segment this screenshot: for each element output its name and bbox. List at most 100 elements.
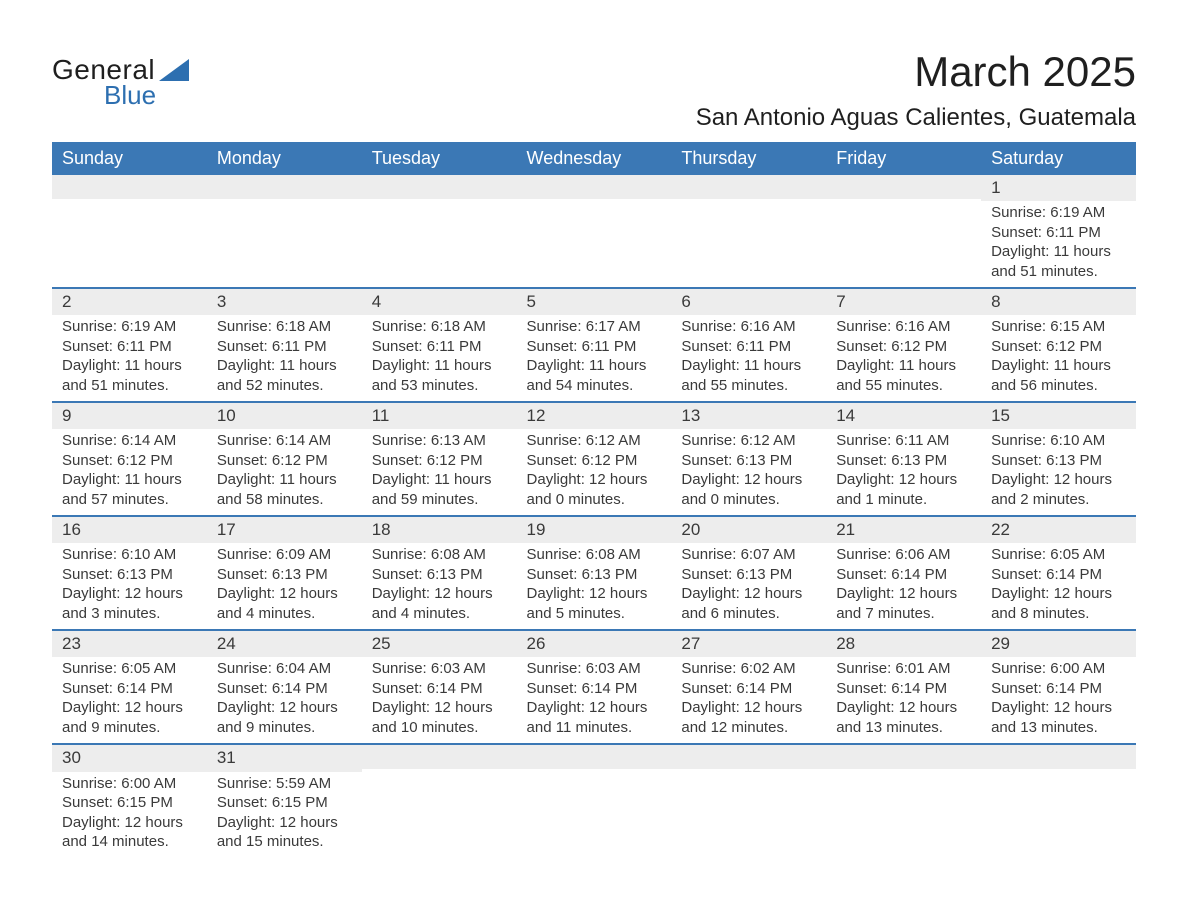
day-daylight1: Daylight: 12 hours xyxy=(527,584,662,604)
calendar-day-cell: 27Sunrise: 6:02 AMSunset: 6:14 PMDayligh… xyxy=(671,630,826,744)
calendar-day-cell xyxy=(517,175,672,288)
title-block: March 2025 San Antonio Aguas Calientes, … xyxy=(696,48,1136,132)
day-number: 22 xyxy=(981,517,1136,543)
calendar-day-cell: 22Sunrise: 6:05 AMSunset: 6:14 PMDayligh… xyxy=(981,516,1136,630)
day-details: Sunrise: 6:09 AMSunset: 6:13 PMDaylight:… xyxy=(207,543,362,629)
day-sunset: Sunset: 6:13 PM xyxy=(991,451,1126,471)
day-daylight1: Daylight: 12 hours xyxy=(991,584,1126,604)
calendar-day-cell: 25Sunrise: 6:03 AMSunset: 6:14 PMDayligh… xyxy=(362,630,517,744)
calendar-day-cell xyxy=(981,744,1136,857)
calendar-day-cell: 14Sunrise: 6:11 AMSunset: 6:13 PMDayligh… xyxy=(826,402,981,516)
day-daylight2: and 7 minutes. xyxy=(836,604,971,624)
day-daylight1: Daylight: 11 hours xyxy=(836,356,971,376)
day-number: 3 xyxy=(207,289,362,315)
day-details-empty xyxy=(671,199,826,275)
day-sunset: Sunset: 6:14 PM xyxy=(217,679,352,699)
day-daylight2: and 1 minute. xyxy=(836,490,971,510)
calendar-day-cell xyxy=(826,175,981,288)
calendar-day-cell: 19Sunrise: 6:08 AMSunset: 6:13 PMDayligh… xyxy=(517,516,672,630)
calendar-week-row: 30Sunrise: 6:00 AMSunset: 6:15 PMDayligh… xyxy=(52,744,1136,857)
day-details: Sunrise: 6:03 AMSunset: 6:14 PMDaylight:… xyxy=(517,657,672,743)
day-sunrise: Sunrise: 6:15 AM xyxy=(991,317,1126,337)
day-daylight1: Daylight: 11 hours xyxy=(991,356,1126,376)
brand-logo: General Blue xyxy=(52,48,189,111)
weekday-header: Tuesday xyxy=(362,142,517,175)
day-details: Sunrise: 6:00 AMSunset: 6:15 PMDaylight:… xyxy=(52,772,207,858)
day-details: Sunrise: 6:01 AMSunset: 6:14 PMDaylight:… xyxy=(826,657,981,743)
calendar-day-cell xyxy=(517,744,672,857)
day-details: Sunrise: 6:11 AMSunset: 6:13 PMDaylight:… xyxy=(826,429,981,515)
day-daylight1: Daylight: 12 hours xyxy=(372,584,507,604)
day-details: Sunrise: 6:18 AMSunset: 6:11 PMDaylight:… xyxy=(362,315,517,401)
day-details: Sunrise: 6:07 AMSunset: 6:13 PMDaylight:… xyxy=(671,543,826,629)
day-number: 13 xyxy=(671,403,826,429)
day-details-empty xyxy=(981,769,1136,845)
calendar-week-row: 2Sunrise: 6:19 AMSunset: 6:11 PMDaylight… xyxy=(52,288,1136,402)
day-sunset: Sunset: 6:13 PM xyxy=(836,451,971,471)
day-details: Sunrise: 6:10 AMSunset: 6:13 PMDaylight:… xyxy=(52,543,207,629)
day-number: 2 xyxy=(52,289,207,315)
day-details: Sunrise: 6:06 AMSunset: 6:14 PMDaylight:… xyxy=(826,543,981,629)
day-details: Sunrise: 6:15 AMSunset: 6:12 PMDaylight:… xyxy=(981,315,1136,401)
day-sunset: Sunset: 6:14 PM xyxy=(991,679,1126,699)
day-sunset: Sunset: 6:11 PM xyxy=(527,337,662,357)
day-sunset: Sunset: 6:12 PM xyxy=(62,451,197,471)
day-details: Sunrise: 6:16 AMSunset: 6:12 PMDaylight:… xyxy=(826,315,981,401)
day-daylight2: and 13 minutes. xyxy=(836,718,971,738)
day-details-empty xyxy=(826,769,981,845)
weekday-header: Thursday xyxy=(671,142,826,175)
day-number: 7 xyxy=(826,289,981,315)
day-daylight2: and 53 minutes. xyxy=(372,376,507,396)
day-details: Sunrise: 6:10 AMSunset: 6:13 PMDaylight:… xyxy=(981,429,1136,515)
day-daylight1: Daylight: 12 hours xyxy=(217,584,352,604)
day-details: Sunrise: 6:19 AMSunset: 6:11 PMDaylight:… xyxy=(52,315,207,401)
day-daylight2: and 15 minutes. xyxy=(217,832,352,852)
day-details: Sunrise: 5:59 AMSunset: 6:15 PMDaylight:… xyxy=(207,772,362,858)
day-daylight2: and 4 minutes. xyxy=(372,604,507,624)
day-details: Sunrise: 6:08 AMSunset: 6:13 PMDaylight:… xyxy=(517,543,672,629)
calendar-day-cell: 20Sunrise: 6:07 AMSunset: 6:13 PMDayligh… xyxy=(671,516,826,630)
day-number-empty xyxy=(52,175,207,199)
page-header: General Blue March 2025 San Antonio Agua… xyxy=(52,48,1136,132)
day-daylight2: and 51 minutes. xyxy=(62,376,197,396)
day-details: Sunrise: 6:17 AMSunset: 6:11 PMDaylight:… xyxy=(517,315,672,401)
day-details-empty xyxy=(362,769,517,845)
day-sunrise: Sunrise: 6:11 AM xyxy=(836,431,971,451)
calendar-day-cell: 29Sunrise: 6:00 AMSunset: 6:14 PMDayligh… xyxy=(981,630,1136,744)
day-sunrise: Sunrise: 6:19 AM xyxy=(62,317,197,337)
day-daylight2: and 51 minutes. xyxy=(991,262,1126,282)
day-sunset: Sunset: 6:13 PM xyxy=(217,565,352,585)
day-sunset: Sunset: 6:11 PM xyxy=(62,337,197,357)
calendar-day-cell xyxy=(207,175,362,288)
day-daylight1: Daylight: 12 hours xyxy=(681,470,816,490)
day-number: 26 xyxy=(517,631,672,657)
day-sunset: Sunset: 6:15 PM xyxy=(217,793,352,813)
day-daylight1: Daylight: 12 hours xyxy=(991,470,1126,490)
day-details-empty xyxy=(671,769,826,845)
weekday-header-row: Sunday Monday Tuesday Wednesday Thursday… xyxy=(52,142,1136,175)
day-sunset: Sunset: 6:13 PM xyxy=(62,565,197,585)
day-sunset: Sunset: 6:15 PM xyxy=(62,793,197,813)
day-number: 14 xyxy=(826,403,981,429)
day-sunrise: Sunrise: 6:10 AM xyxy=(991,431,1126,451)
day-number: 19 xyxy=(517,517,672,543)
day-daylight1: Daylight: 11 hours xyxy=(62,356,197,376)
day-number-empty xyxy=(517,745,672,769)
day-number: 5 xyxy=(517,289,672,315)
day-number-empty xyxy=(362,175,517,199)
day-details-empty xyxy=(517,199,672,275)
weekday-header: Wednesday xyxy=(517,142,672,175)
day-sunrise: Sunrise: 6:18 AM xyxy=(217,317,352,337)
day-number: 15 xyxy=(981,403,1136,429)
day-sunrise: Sunrise: 5:59 AM xyxy=(217,774,352,794)
day-sunrise: Sunrise: 6:14 AM xyxy=(62,431,197,451)
day-details: Sunrise: 6:14 AMSunset: 6:12 PMDaylight:… xyxy=(207,429,362,515)
day-sunset: Sunset: 6:14 PM xyxy=(527,679,662,699)
day-number: 23 xyxy=(52,631,207,657)
day-daylight1: Daylight: 11 hours xyxy=(217,470,352,490)
calendar-day-cell: 7Sunrise: 6:16 AMSunset: 6:12 PMDaylight… xyxy=(826,288,981,402)
day-number: 11 xyxy=(362,403,517,429)
day-number: 10 xyxy=(207,403,362,429)
day-daylight1: Daylight: 11 hours xyxy=(991,242,1126,262)
day-details: Sunrise: 6:08 AMSunset: 6:13 PMDaylight:… xyxy=(362,543,517,629)
